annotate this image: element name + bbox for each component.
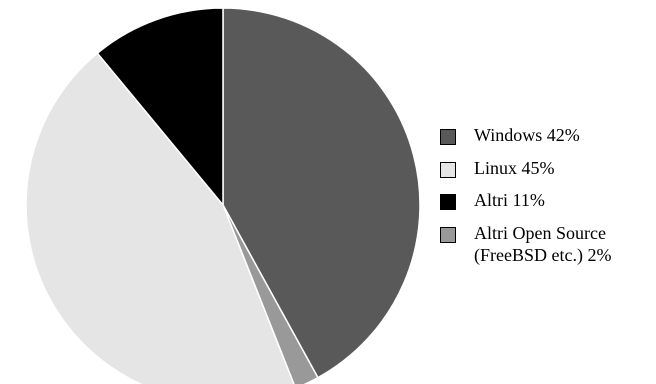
- pie-slice-1: [222, 204, 319, 384]
- legend-item-0: Windows 42%: [440, 124, 654, 146]
- legend-swatch-0: [440, 129, 456, 145]
- legend-item-1: Linux 45%: [440, 157, 654, 179]
- legend-label-3: Altri Open Source (FreeBSD etc.) 2%: [474, 222, 612, 265]
- legend-item-3: Altri Open Source (FreeBSD etc.) 2%: [440, 222, 654, 266]
- pie-slice-2: [25, 52, 295, 384]
- pie-slice-0: [222, 7, 421, 379]
- pie-slice-3: [96, 7, 224, 206]
- legend-label-0: Windows 42%: [474, 125, 580, 145]
- legend-item-2: Altri 11%: [440, 189, 654, 211]
- chart-legend: Windows 42% Linux 45% Altri 11% Altri Open …: [440, 124, 654, 276]
- pie-chart: [25, 7, 421, 384]
- legend-swatch-1: [440, 161, 456, 178]
- legend-swatch-2: [440, 194, 456, 210]
- legend-swatch-3: [440, 226, 456, 243]
- legend-label-1: Linux 45%: [474, 157, 555, 178]
- legend-label-2: Altri 11%: [474, 190, 545, 210]
